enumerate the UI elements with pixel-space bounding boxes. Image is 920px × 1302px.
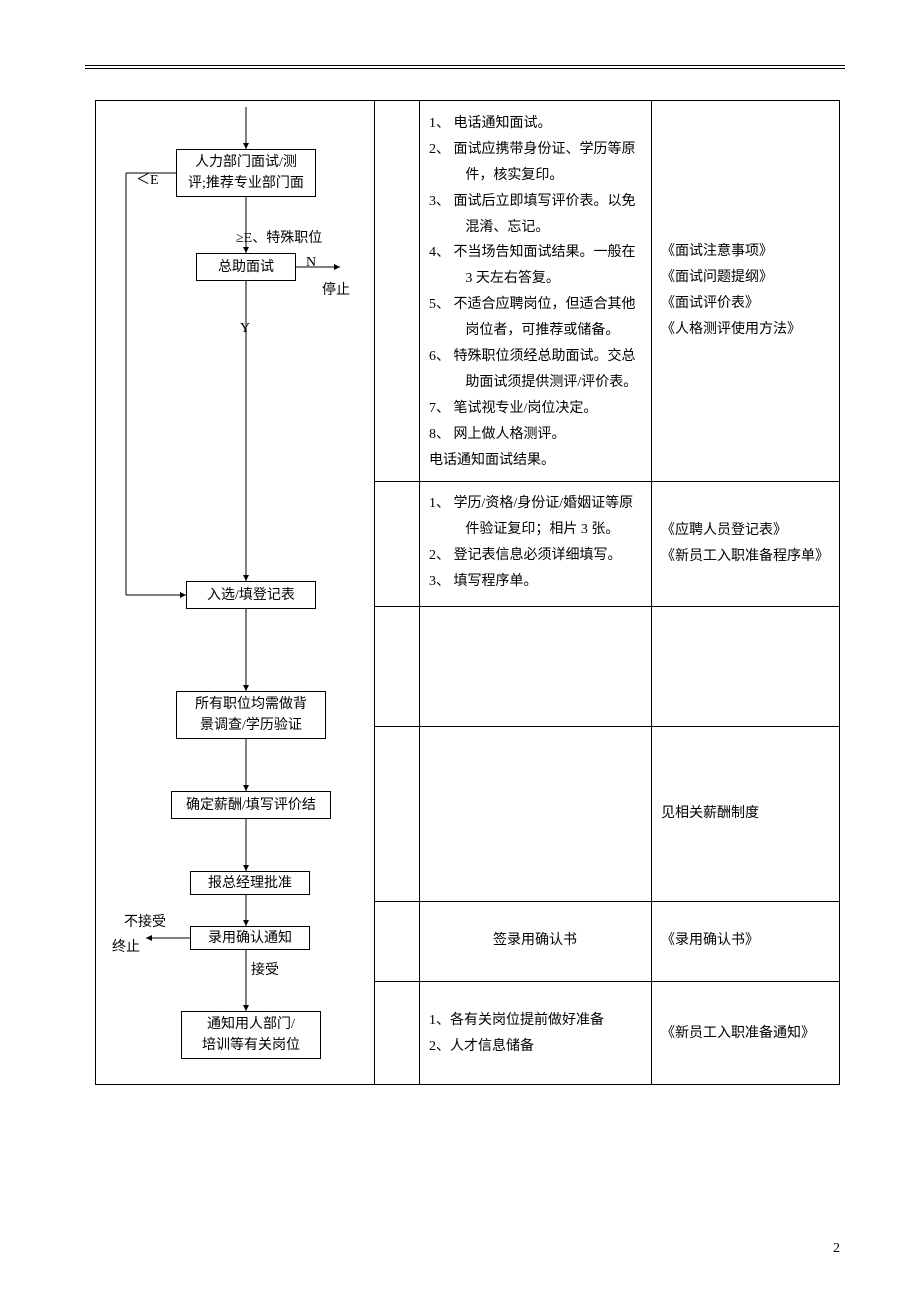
refs-cell-0: 《面试注意事项》《面试问题提纲》《面试评价表》《人格测评使用方法》: [651, 101, 841, 481]
details-text: 签录用确认书: [493, 928, 577, 954]
details-item: 1、 学历/资格/身份证/婚姻证等原件验证复印；相片 3 张。: [429, 491, 641, 543]
details-line: 1、各有关岗位提前做好准备: [429, 1008, 641, 1034]
ref-doc: 《录用确认书》: [661, 928, 831, 954]
details-item: 7、 笔试视专业/岗位决定。: [429, 396, 641, 422]
refs-cell-2: [651, 606, 841, 726]
col-divider-1: [374, 101, 375, 1084]
details-cell-2: [419, 606, 651, 726]
refs-cell-4: 《录用确认书》: [651, 901, 841, 981]
ref-doc: 《新员工入职准备通知》: [661, 1021, 831, 1047]
details-item: 2、 面试应携带身份证、学历等原件，核实复印。: [429, 137, 641, 189]
flow-node-background: 所有职位均需做背景调查/学历验证: [176, 691, 326, 739]
details-item: 1、 电话通知面试。: [429, 111, 641, 137]
ref-doc: 《新员工入职准备程序单》: [661, 544, 831, 570]
ref-doc: 见相关薪酬制度: [661, 801, 831, 827]
flow-label: 终止: [112, 936, 140, 956]
ref-doc: 《面试注意事项》: [661, 239, 831, 265]
flow-node-notify_dept: 通知用人部门/培训等有关岗位: [181, 1011, 321, 1059]
flow-label: 不接受: [124, 911, 166, 931]
details-item: 3、 填写程序单。: [429, 569, 641, 595]
refs-cell-1: 《应聘人员登记表》《新员工入职准备程序单》: [651, 481, 841, 606]
details-item: 6、 特殊职位须经总助面试。交总助面试须提供测评/评价表。: [429, 344, 641, 396]
flow-node-select_form: 入选/填登记表: [186, 581, 316, 609]
flow-node-salary: 确定薪酬/填写评价结: [171, 791, 331, 819]
details-cell-5: 1、各有关岗位提前做好准备2、人才信息储备: [419, 981, 651, 1086]
page-number: 2: [833, 1241, 840, 1257]
flow-label: N: [306, 255, 316, 271]
details-item: 3、 面试后立即填写评价表。以免混淆、忘记。: [429, 189, 641, 241]
table-outer: 人力部门面试/测评;推荐专业部门面总助面试入选/填登记表所有职位均需做背景调查/…: [95, 100, 840, 1085]
details-item: 5、 不适合应聘岗位，但适合其他岗位者，可推荐或储备。: [429, 292, 641, 344]
ref-doc: 《面试评价表》: [661, 291, 831, 317]
flow-label: ≥E、特殊职位: [236, 227, 322, 247]
details-cell-1: 1、 学历/资格/身份证/婚姻证等原件验证复印；相片 3 张。2、 登记表信息必…: [419, 481, 651, 606]
refs-cell-5: 《新员工入职准备通知》: [651, 981, 841, 1086]
details-item: 4、 不当场告知面试结果。一般在 3 天左右答复。: [429, 240, 641, 292]
flow-label: ＜E: [136, 169, 159, 189]
details-item: 2、 登记表信息必须详细填写。: [429, 543, 641, 569]
details-cell-4: 签录用确认书: [419, 901, 651, 981]
top-rule-2: [85, 68, 845, 69]
details-item: 8、 网上做人格测评。: [429, 422, 641, 448]
refs-cell-3: 见相关薪酬制度: [651, 726, 841, 901]
ref-doc: 《人格测评使用方法》: [661, 317, 831, 343]
flow-label: Y: [240, 321, 250, 337]
details-line: 2、人才信息储备: [429, 1034, 641, 1060]
details-cell-0: 1、 电话通知面试。2、 面试应携带身份证、学历等原件，核实复印。3、 面试后立…: [419, 101, 651, 481]
flow-label: 停止: [322, 279, 350, 299]
ref-doc: 《面试问题提纲》: [661, 265, 831, 291]
flow-label: 接受: [251, 959, 279, 979]
flow-node-offer: 录用确认通知: [190, 926, 310, 950]
details-cell-3: [419, 726, 651, 901]
flow-node-gm_assist: 总助面试: [196, 253, 296, 281]
flow-node-approve: 报总经理批准: [190, 871, 310, 895]
ref-doc: 《应聘人员登记表》: [661, 518, 831, 544]
top-rule: [85, 65, 845, 66]
flow-node-hr_interview: 人力部门面试/测评;推荐专业部门面: [176, 149, 316, 197]
details-after: 电话通知面试结果。: [429, 448, 641, 474]
page-root: 人力部门面试/测评;推荐专业部门面总助面试入选/填登记表所有职位均需做背景调查/…: [0, 0, 920, 1302]
